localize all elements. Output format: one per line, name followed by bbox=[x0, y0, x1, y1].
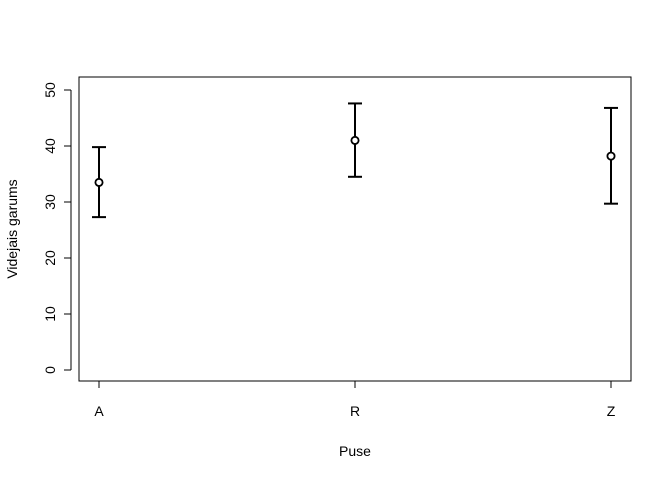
y-axis: 0 10 20 30 40 50 bbox=[42, 82, 72, 374]
data-point bbox=[606, 151, 616, 161]
data-point bbox=[94, 177, 104, 187]
y-axis-label: Videjais garums bbox=[4, 179, 20, 278]
error-bar-group bbox=[604, 106, 618, 205]
y-tick-label: 40 bbox=[42, 138, 58, 154]
y-tick-label: 20 bbox=[42, 250, 58, 266]
x-tick-label: R bbox=[350, 403, 360, 419]
y-tick-label: 0 bbox=[42, 366, 58, 374]
error-bar-group bbox=[348, 102, 362, 178]
y-tick-label: 10 bbox=[42, 306, 58, 322]
x-axis-label: Puse bbox=[339, 443, 371, 459]
data-marks bbox=[92, 102, 618, 219]
y-tick-label: 50 bbox=[42, 82, 58, 98]
error-bar-group bbox=[92, 146, 106, 219]
y-tick-label: 30 bbox=[42, 194, 58, 210]
x-tick-label: Z bbox=[607, 403, 616, 419]
data-point bbox=[350, 135, 360, 145]
x-tick-label: A bbox=[94, 403, 104, 419]
